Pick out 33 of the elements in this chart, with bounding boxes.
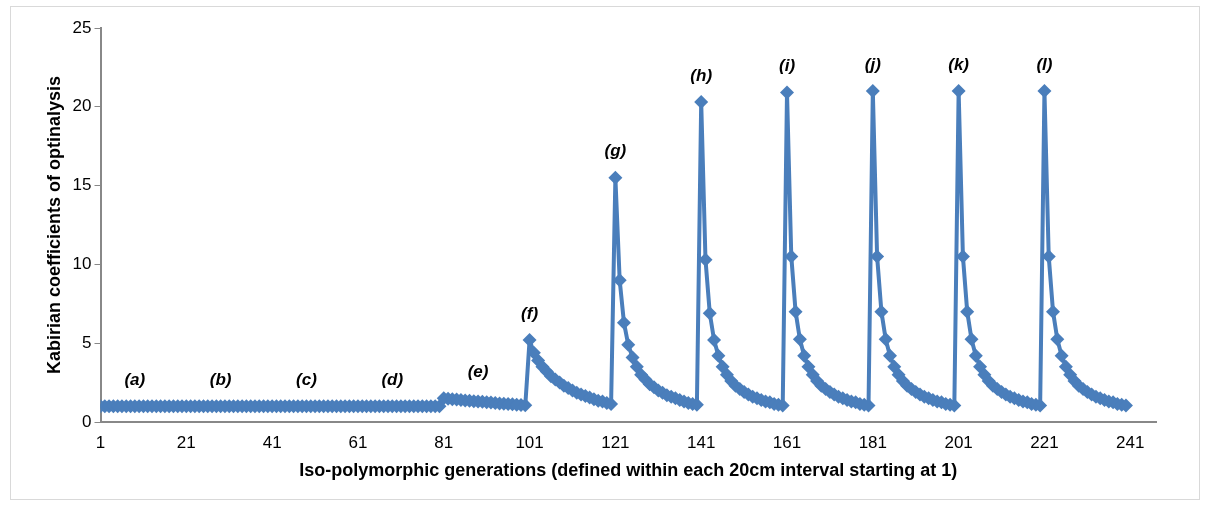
x-tick-label: 121 [601, 432, 630, 452]
x-tick-label: 61 [348, 432, 368, 452]
annotation: (l) [1036, 54, 1053, 74]
annotation: (j) [864, 54, 882, 74]
x-tick-label: 1 [95, 432, 106, 452]
x-tick-label: 81 [434, 432, 454, 452]
y-tick-label: 0 [82, 411, 92, 431]
annotation: (k) [948, 54, 970, 74]
x-tick-label: 161 [772, 432, 802, 452]
y-tick-label: 10 [72, 254, 92, 274]
y-tick-label: 5 [82, 332, 92, 352]
x-tick-label: 21 [176, 432, 196, 452]
x-tick-label: 221 [1030, 432, 1059, 452]
annotation: (i) [778, 56, 796, 76]
annotation: (a) [124, 369, 146, 389]
x-tick-label: 101 [515, 432, 544, 452]
annotation: (b) [209, 369, 232, 389]
x-tick-label: 241 [1116, 432, 1145, 452]
annotation: (h) [690, 65, 713, 85]
annotation: (f) [521, 303, 539, 323]
y-tick-label: 20 [72, 96, 92, 116]
annotation: (c) [296, 369, 318, 389]
y-tick-label: 25 [72, 17, 92, 37]
x-tick-label: 141 [687, 432, 716, 452]
annotation: (e) [467, 362, 489, 382]
annotation: (g) [604, 141, 627, 161]
x-tick-label: 41 [262, 432, 282, 452]
x-axis-title: Iso-polymorphic generations (defined within each 20cm interval starting at 1) [299, 460, 958, 481]
x-tick-label: 201 [944, 432, 973, 452]
x-tick-label: 181 [858, 432, 888, 452]
annotation: (d) [381, 369, 404, 389]
y-axis-title: Kabirian coefficients of optinalysis [43, 75, 64, 375]
y-tick-label: 15 [72, 175, 92, 195]
